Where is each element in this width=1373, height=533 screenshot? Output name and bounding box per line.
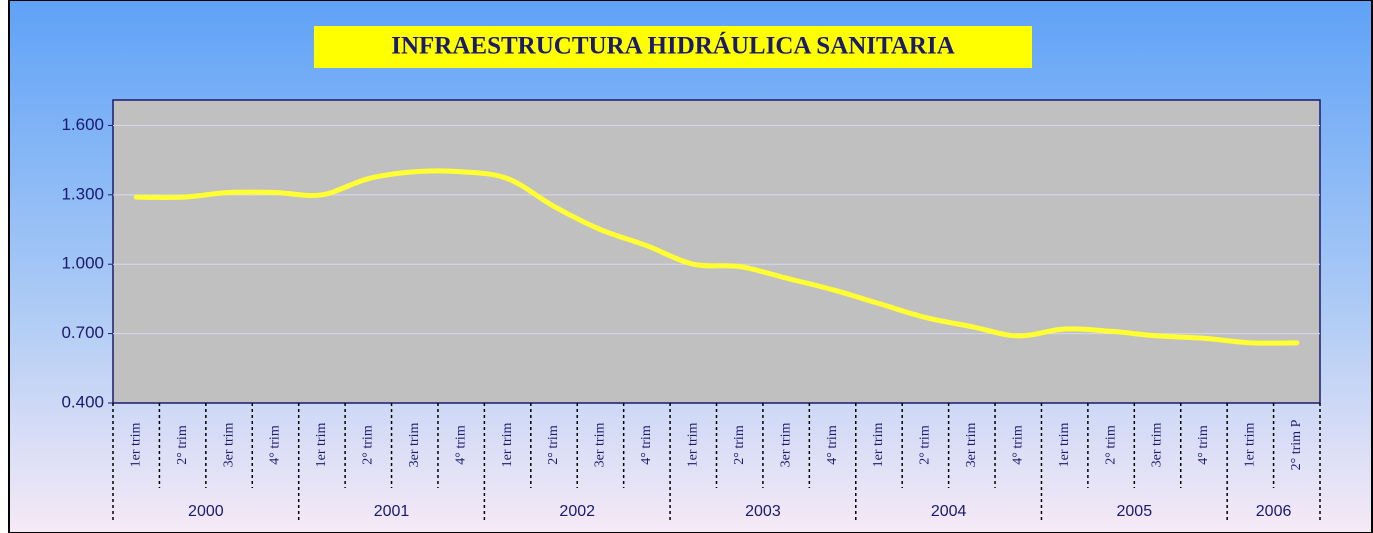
group-label: 2002	[559, 503, 595, 520]
x-tick-label: 2° trim P	[1289, 419, 1304, 470]
line	[133, 168, 1300, 346]
x-tick-label: 3er trim	[1150, 423, 1165, 468]
plot-area	[112, 99, 1321, 404]
x-tick-label: 2° trim	[546, 425, 561, 465]
x-tick-label: 1er trim	[1243, 423, 1258, 468]
group-label: 2004	[931, 503, 967, 520]
x-tick-label: 4° trim	[1196, 425, 1211, 465]
title-box	[314, 26, 1032, 68]
x-tick-label: 2° trim	[175, 425, 190, 465]
y-tick-label: 1.300	[61, 184, 104, 203]
x-tick-label: 3er trim	[964, 423, 979, 468]
group-label: 2003	[745, 503, 781, 520]
group-label: 2006	[1256, 503, 1292, 520]
x-tick-label: 4° trim	[1010, 425, 1025, 465]
x-tick-label: 1er trim	[871, 423, 886, 468]
chart-title: INFRAESTRUCTURA HIDRÁULICA SANITARIA	[391, 32, 955, 60]
x-tick-label: 3er trim	[407, 423, 422, 468]
x-tick-label: 1er trim	[500, 423, 515, 468]
group-label: 2005	[1117, 503, 1153, 520]
x-tick-label: 2° trim	[732, 425, 747, 465]
x-tick-label: 4° trim	[825, 425, 840, 465]
x-tick-label: 1er trim	[686, 423, 701, 468]
x-tick-label: 2° trim	[1103, 425, 1118, 465]
x-tick-label: 3er trim	[593, 423, 608, 468]
x-tick-label: 1er trim	[314, 423, 329, 468]
y-tick-label: 1.000	[61, 254, 104, 273]
x-tick-label: 4° trim	[268, 425, 283, 465]
x-tick-label: 4° trim	[639, 425, 654, 465]
x-tick-label: 4° trim	[453, 425, 468, 465]
group-label: 2000	[188, 503, 224, 520]
x-tick-label: 3er trim	[221, 423, 236, 468]
x-tick-label: 3er trim	[778, 423, 793, 468]
y-tick-label: 1.600	[61, 115, 104, 134]
group-label: 2001	[374, 503, 410, 520]
x-tick-label: 1er trim	[128, 423, 143, 468]
x-tick-label: 2° trim	[361, 425, 376, 465]
x-tick-label: 2° trim	[918, 425, 933, 465]
y-tick-label: 0.400	[61, 392, 104, 411]
x-tick-label: 1er trim	[1057, 423, 1072, 468]
y-tick-label: 0.700	[61, 323, 104, 342]
